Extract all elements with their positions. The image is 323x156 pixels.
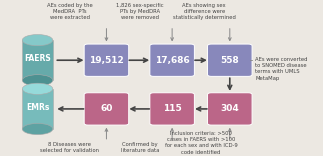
FancyBboxPatch shape <box>84 93 129 125</box>
Bar <box>22 89 53 129</box>
Bar <box>22 40 53 80</box>
Text: EMRs: EMRs <box>26 103 49 112</box>
Text: AEs were converted
to SNOMED disease
terms with UMLS
MetaMap: AEs were converted to SNOMED disease ter… <box>255 57 308 80</box>
Ellipse shape <box>22 83 53 94</box>
Text: FAERS: FAERS <box>24 54 51 63</box>
Text: 1,826 sex-specific
PTs by MedDRA
were removed: 1,826 sex-specific PTs by MedDRA were re… <box>116 3 164 20</box>
Ellipse shape <box>22 123 53 135</box>
Text: 19,512: 19,512 <box>89 56 124 65</box>
Text: Confirmed by
literature data: Confirmed by literature data <box>121 142 159 153</box>
Text: AEs showing sex
difference were
statistically determined: AEs showing sex difference were statisti… <box>173 3 235 20</box>
Text: AEs coded by the
MedDRA  PTs
were extracted: AEs coded by the MedDRA PTs were extract… <box>47 3 92 20</box>
Ellipse shape <box>22 75 53 86</box>
FancyBboxPatch shape <box>150 44 194 76</box>
Text: 8 Diseases were
selected for validation: 8 Diseases were selected for validation <box>40 142 99 153</box>
Text: 60: 60 <box>100 104 113 113</box>
FancyBboxPatch shape <box>208 44 252 76</box>
Text: 304: 304 <box>220 104 239 113</box>
Text: 17,686: 17,686 <box>155 56 190 65</box>
FancyBboxPatch shape <box>84 44 129 76</box>
Text: Inclusion criteria: >500
cases in FAERS with >100
for each sex and with ICD-9
co: Inclusion criteria: >500 cases in FAERS … <box>165 131 237 155</box>
FancyBboxPatch shape <box>208 93 252 125</box>
Ellipse shape <box>22 34 53 46</box>
FancyBboxPatch shape <box>150 93 194 125</box>
Text: 115: 115 <box>163 104 182 113</box>
Text: 558: 558 <box>220 56 239 65</box>
